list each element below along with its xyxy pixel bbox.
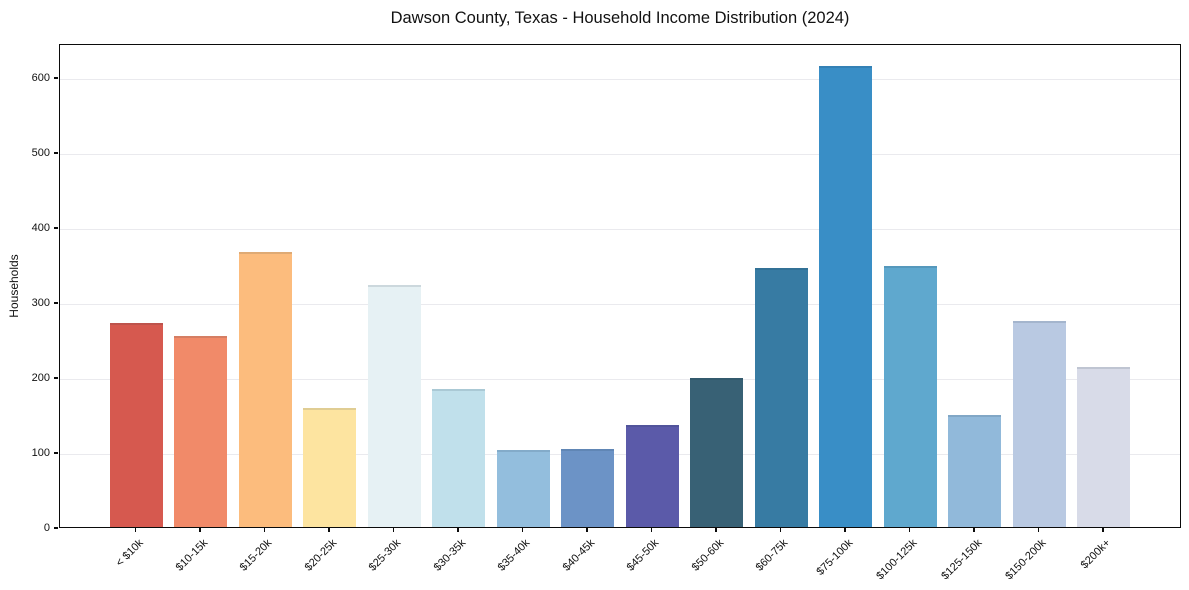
x-tick-label: $45-50k (625, 537, 662, 574)
gridline (60, 78, 1180, 80)
gridline (60, 153, 1180, 155)
y-tick-label: 400 (31, 221, 50, 234)
x-tick-mark (715, 528, 717, 532)
x-tick-mark (521, 528, 523, 532)
x-tick-label: $100-125k (874, 537, 920, 583)
y-tick-label: 0 (43, 522, 50, 534)
bar (561, 449, 615, 527)
x-tick-label: $35-40k (496, 537, 533, 574)
gridline (60, 378, 1180, 380)
plot-area (59, 44, 1181, 528)
bar (432, 388, 486, 527)
gridline (60, 228, 1180, 230)
x-tick-mark (199, 528, 201, 532)
x-tick-mark (844, 528, 846, 532)
bar (238, 251, 292, 527)
y-tick-label: 200 (31, 371, 50, 384)
bar (174, 336, 228, 527)
bar (367, 285, 421, 527)
x-tick-label: < $10k (113, 537, 146, 570)
x-tick-label: $60-75k (754, 537, 791, 574)
x-tick-label: $15-20k (238, 537, 275, 574)
x-tick-mark (1037, 528, 1039, 532)
x-tick-label: $150-200k (1003, 537, 1049, 583)
y-tick-mark (54, 77, 58, 79)
x-tick-label: $125-150k (938, 537, 985, 583)
bar (883, 265, 937, 527)
x-tick-mark (328, 528, 330, 532)
y-tick-mark (54, 302, 58, 304)
y-tick-label: 600 (31, 71, 50, 84)
chart-title: Dawson County, Texas - Household Income … (390, 9, 850, 27)
bar (754, 268, 808, 527)
x-tick-label: $25-30k (367, 537, 404, 574)
x-tick-mark (1102, 528, 1104, 532)
bar (948, 415, 1002, 527)
x-tick-label: $30-35k (431, 537, 469, 574)
x-tick-mark (392, 528, 394, 532)
y-tick-mark (54, 227, 58, 229)
x-tick-label: $10-15k (173, 537, 211, 574)
y-tick-label: 500 (31, 146, 50, 159)
x-tick-label: $20-25k (302, 537, 340, 574)
x-tick-label: $40-45k (560, 537, 598, 574)
y-tick-mark (54, 152, 58, 154)
x-tick-label: $75-100k (814, 537, 856, 578)
bar (109, 322, 163, 527)
x-tick-label: $200k+ (1078, 537, 1114, 572)
bar (303, 407, 357, 527)
x-tick-mark (134, 528, 136, 532)
x-tick-mark (263, 528, 265, 532)
bar (1012, 321, 1066, 527)
gridline (60, 303, 1180, 305)
bar (625, 424, 679, 527)
y-tick-label: 100 (31, 447, 50, 459)
x-tick-mark (908, 528, 910, 532)
x-tick-mark (973, 528, 975, 532)
x-tick-mark (586, 528, 588, 532)
x-tick-mark (457, 528, 459, 532)
x-tick-mark (650, 528, 652, 532)
x-tick-label: $50-60k (689, 537, 727, 574)
x-tick-mark (779, 528, 781, 532)
gridline (60, 454, 1180, 455)
bar (819, 66, 873, 527)
bar (1077, 367, 1131, 527)
y-tick-mark (54, 377, 58, 379)
y-tick-label: 300 (31, 296, 50, 309)
y-tick-mark (54, 527, 58, 529)
bar (496, 449, 550, 527)
bar (690, 377, 744, 527)
y-tick-mark (54, 452, 58, 454)
